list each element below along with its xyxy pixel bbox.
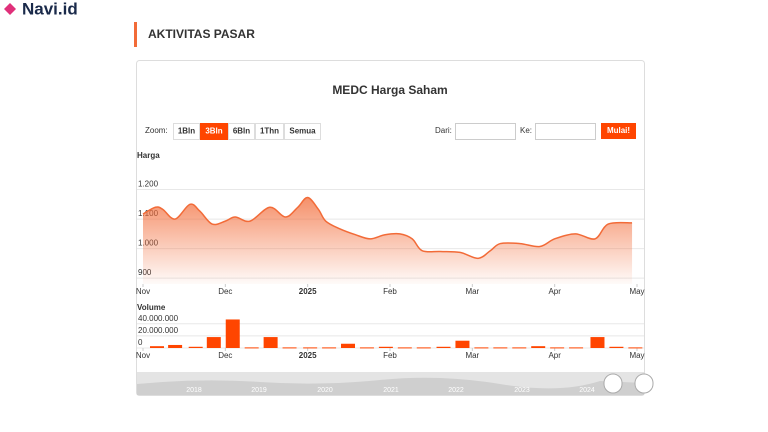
- volume-bar: [628, 347, 643, 349]
- volume-bar: [303, 347, 318, 349]
- x-tick-label: Mar: [465, 287, 479, 296]
- submit-label: Mulai!: [607, 126, 630, 135]
- navigator-year: 2018: [186, 387, 202, 394]
- y-tick-label: 0: [138, 338, 143, 347]
- navigator-year: 2022: [448, 387, 464, 394]
- to-input[interactable]: [535, 123, 596, 140]
- volume-bar: [609, 346, 624, 348]
- navigator-year: 2023: [514, 387, 530, 394]
- navigator-year: 2021: [383, 387, 399, 394]
- submit-button[interactable]: [601, 123, 636, 139]
- navigator-series: [137, 377, 644, 395]
- logo-icon: [4, 3, 16, 15]
- zoom-button[interactable]: [200, 123, 228, 140]
- y-tick-label: 20.000.000: [138, 326, 179, 335]
- zoom-button-label: 1Bln: [178, 127, 195, 136]
- volume-bar: [416, 347, 431, 349]
- volume-bar: [188, 346, 203, 348]
- volume-bar: [493, 347, 508, 349]
- volume-bar: [590, 337, 605, 348]
- from-input[interactable]: [455, 123, 516, 140]
- from-label: Dari:: [435, 126, 452, 135]
- volume-bar: [397, 347, 412, 349]
- volume-bar: [168, 344, 183, 348]
- zoom-button[interactable]: [255, 123, 284, 140]
- x-tick-label: Apr: [548, 287, 561, 296]
- volume-bar: [512, 347, 527, 349]
- volume-bar: [263, 337, 278, 348]
- volume-bar: [206, 337, 221, 348]
- navigator-handle[interactable]: [603, 373, 623, 394]
- x-tick-label: Feb: [383, 351, 397, 360]
- x-tick-label: 2025: [299, 351, 317, 360]
- x-tick-label: Dec: [218, 351, 232, 360]
- volume-bar: [550, 347, 565, 349]
- zoom-button[interactable]: [173, 123, 200, 140]
- zoom-button-label: 6Bln: [233, 127, 250, 136]
- x-tick-label: 2025: [299, 287, 317, 296]
- volume-bar: [531, 346, 546, 348]
- volume-bar: [322, 347, 337, 349]
- section-title: AKTIVITAS PASAR: [148, 27, 255, 41]
- volume-bar: [436, 346, 451, 348]
- volume-bar: [282, 347, 297, 349]
- y-axis-label: Harga: [137, 151, 160, 160]
- navigator-year: 2020: [317, 387, 333, 394]
- x-tick-label: Apr: [548, 351, 561, 360]
- section-bar: [134, 22, 137, 47]
- navigator-handle[interactable]: [634, 373, 654, 394]
- x-tick-label: Nov: [136, 351, 150, 360]
- y-axis-label: Volume: [137, 303, 166, 312]
- zoom-button-label: 3Bln: [205, 127, 222, 136]
- volume-bar: [474, 347, 489, 349]
- x-tick-label: Feb: [383, 287, 397, 296]
- price-line: [142, 196, 633, 260]
- y-tick-label: 40.000.000: [138, 314, 179, 323]
- volume-bar: [569, 347, 584, 349]
- volume-bar: [244, 347, 259, 349]
- chart-title: MEDC Harga Saham: [332, 83, 447, 97]
- volume-bar: [359, 347, 374, 349]
- to-label: Ke:: [520, 126, 532, 135]
- volume-bar: [149, 346, 164, 348]
- zoom-label: Zoom:: [145, 126, 168, 135]
- price-area: [143, 197, 633, 284]
- volume-bar: [455, 340, 470, 348]
- zoom-button-label: Semua: [289, 127, 316, 136]
- zoom-button-label: 1Thn: [260, 127, 279, 136]
- x-tick-label: May: [629, 287, 644, 296]
- navigator-year: 2019: [251, 387, 267, 394]
- zoom-button[interactable]: [228, 123, 255, 140]
- volume-bar: [378, 346, 393, 348]
- x-tick-label: Dec: [218, 287, 232, 296]
- x-tick-label: Nov: [136, 287, 150, 296]
- logo[interactable]: Navi.id: [22, 0, 78, 18]
- zoom-button[interactable]: [284, 123, 321, 140]
- volume-bar: [341, 343, 356, 348]
- x-tick-label: Mar: [465, 351, 479, 360]
- navigator-year: 2024: [579, 387, 595, 394]
- chart-card: [136, 60, 645, 396]
- volume-bar: [225, 319, 240, 348]
- y-tick-label: 1.200: [138, 180, 159, 189]
- x-tick-label: May: [629, 351, 644, 360]
